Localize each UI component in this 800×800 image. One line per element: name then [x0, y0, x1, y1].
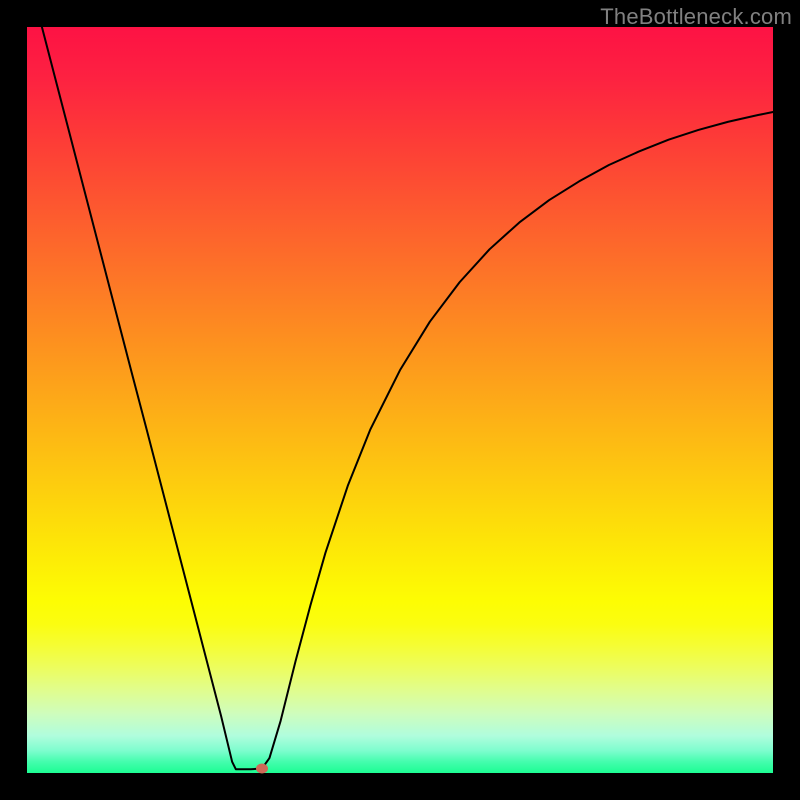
optimal-point-marker [256, 764, 268, 774]
chart-container: TheBottleneck.com [0, 0, 800, 800]
watermark-text: TheBottleneck.com [600, 4, 792, 30]
bottleneck-chart [0, 0, 800, 800]
